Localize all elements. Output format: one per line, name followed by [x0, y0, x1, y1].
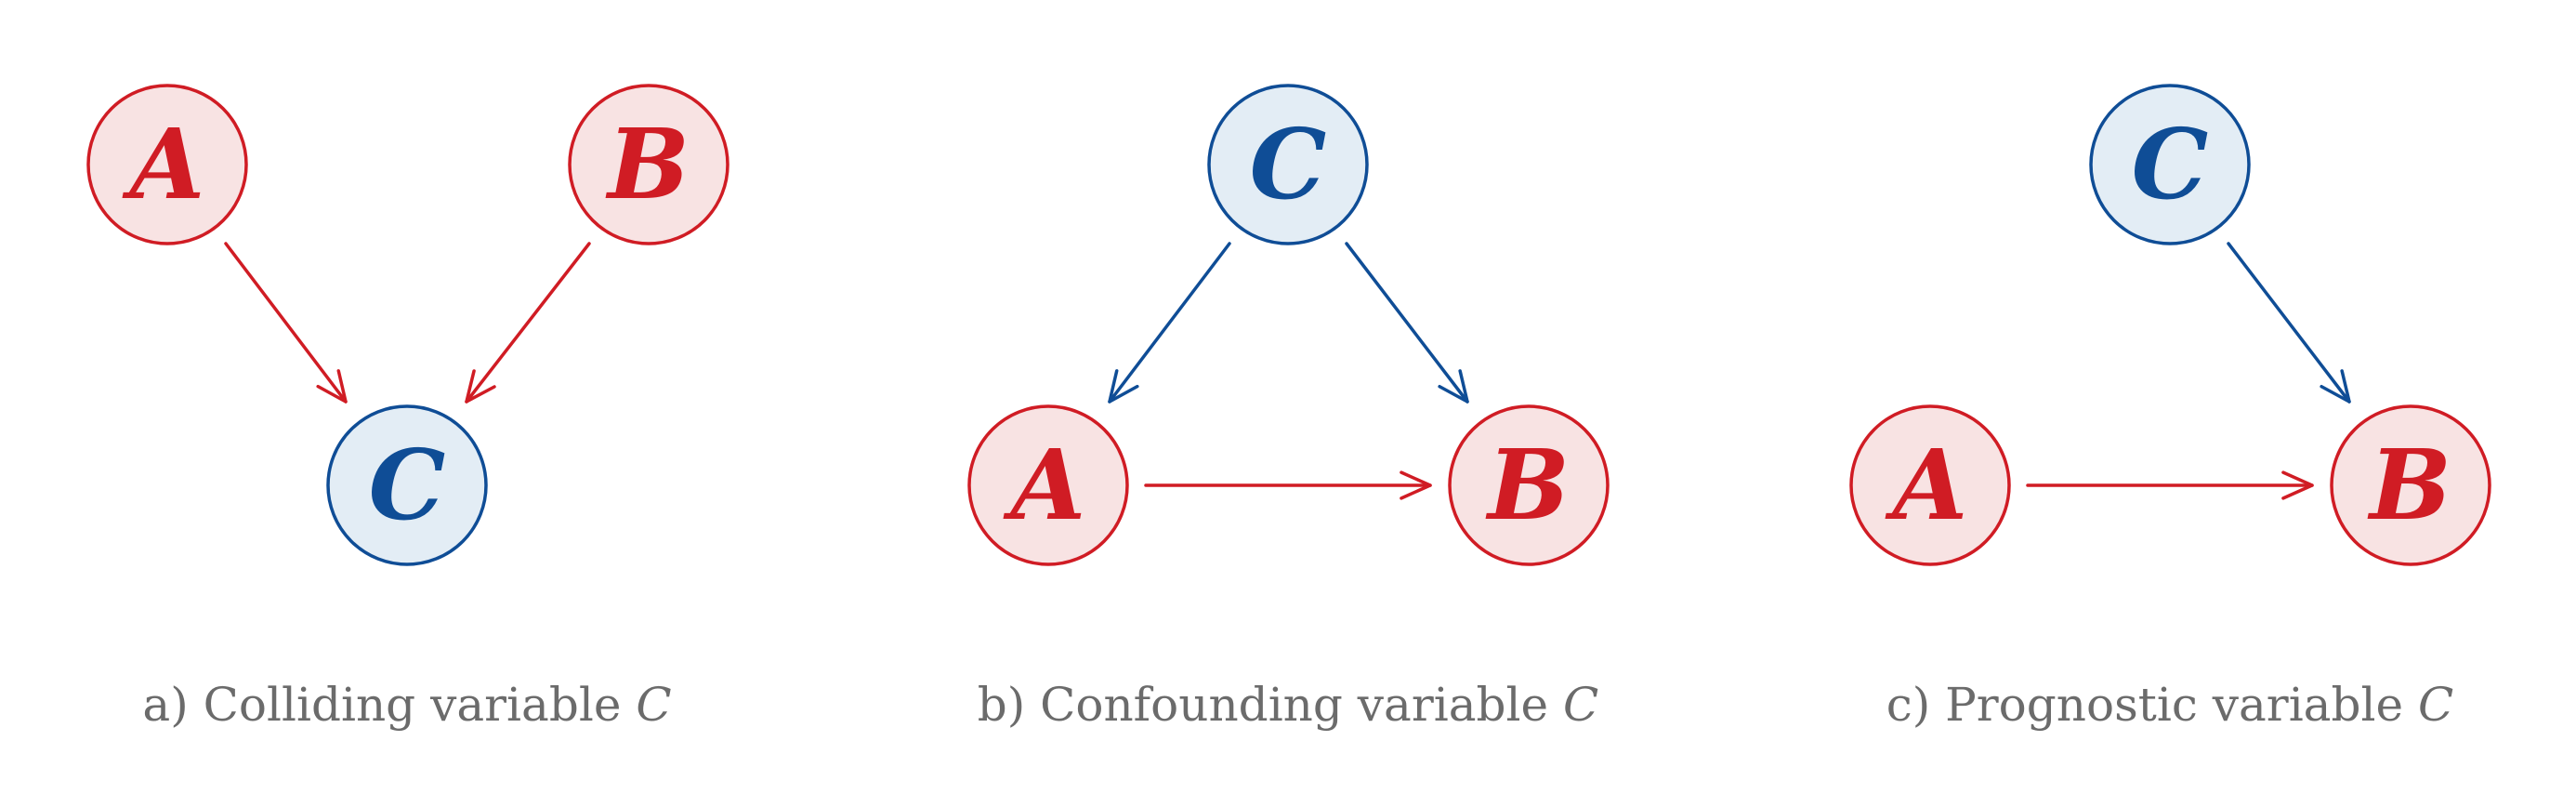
node-colliding-b: B [568, 84, 729, 245]
node-label: A [122, 107, 205, 221]
arrowhead-icon [2281, 470, 2314, 500]
edge-prognostic-a-to-b [2026, 470, 2314, 500]
arrowhead-icon [1108, 369, 1139, 404]
edge-line [1345, 242, 1469, 404]
node-circle [1448, 404, 1610, 566]
node-prognostic-a: A [1849, 404, 2011, 566]
caption-variable: C [2418, 678, 2453, 732]
node-label: B [2367, 428, 2451, 542]
node-circle [326, 404, 488, 566]
node-label: A [1885, 428, 1968, 542]
edges-layer [224, 242, 2351, 500]
node-confounding-a: A [967, 404, 1129, 566]
caption-prognostic: c) Prognostic variable C [1886, 678, 2454, 732]
node-confounding-b: B [1448, 404, 1610, 566]
edge-prognostic-c-to-b [2227, 242, 2351, 404]
node-circle [2330, 404, 2491, 566]
caption-colliding: a) Colliding variable C [142, 678, 671, 732]
caption-variable: C [1563, 678, 1598, 732]
edge-confounding-c-to-b [1345, 242, 1469, 404]
edge-confounding-a-to-b [1144, 470, 1432, 500]
node-label: C [369, 428, 446, 542]
node-label: C [1250, 107, 1327, 221]
node-circle [1849, 404, 2011, 566]
caption-confounding: b) Confounding variable C [978, 678, 1599, 732]
edge-confounding-c-to-a [1108, 242, 1231, 404]
node-colliding-c: C [326, 404, 488, 566]
caption-variable: C [636, 678, 671, 732]
node-prognostic-c: C [2089, 84, 2251, 245]
caption-text: b) Confounding variable [978, 678, 1563, 732]
node-label: A [1003, 428, 1086, 542]
node-label: C [2132, 107, 2209, 221]
edge-line [2227, 242, 2351, 404]
caption-text: a) Colliding variable [142, 678, 636, 732]
edge-colliding-a-to-c [224, 242, 348, 404]
node-circle [1207, 84, 1369, 245]
node-label: B [605, 107, 690, 221]
node-confounding-c: C [1207, 84, 1369, 245]
node-circle [2089, 84, 2251, 245]
arrowhead-icon [316, 369, 348, 404]
arrowhead-icon [1400, 470, 1432, 500]
node-circle [967, 404, 1129, 566]
edge-colliding-b-to-c [465, 242, 591, 404]
edge-line [224, 242, 348, 404]
node-colliding-a: A [86, 84, 248, 245]
edge-line [465, 242, 591, 404]
node-circle [86, 84, 248, 245]
caption-text: c) Prognostic variable [1886, 678, 2418, 732]
node-label: B [1485, 428, 1570, 542]
edge-line [1108, 242, 1231, 404]
arrowhead-icon [1438, 369, 1469, 404]
node-circle [568, 84, 729, 245]
arrowhead-icon [2320, 369, 2351, 404]
node-prognostic-b: B [2330, 404, 2491, 566]
nodes-layer: A B C C A B C A B [86, 84, 2491, 566]
arrowhead-icon [465, 369, 496, 404]
